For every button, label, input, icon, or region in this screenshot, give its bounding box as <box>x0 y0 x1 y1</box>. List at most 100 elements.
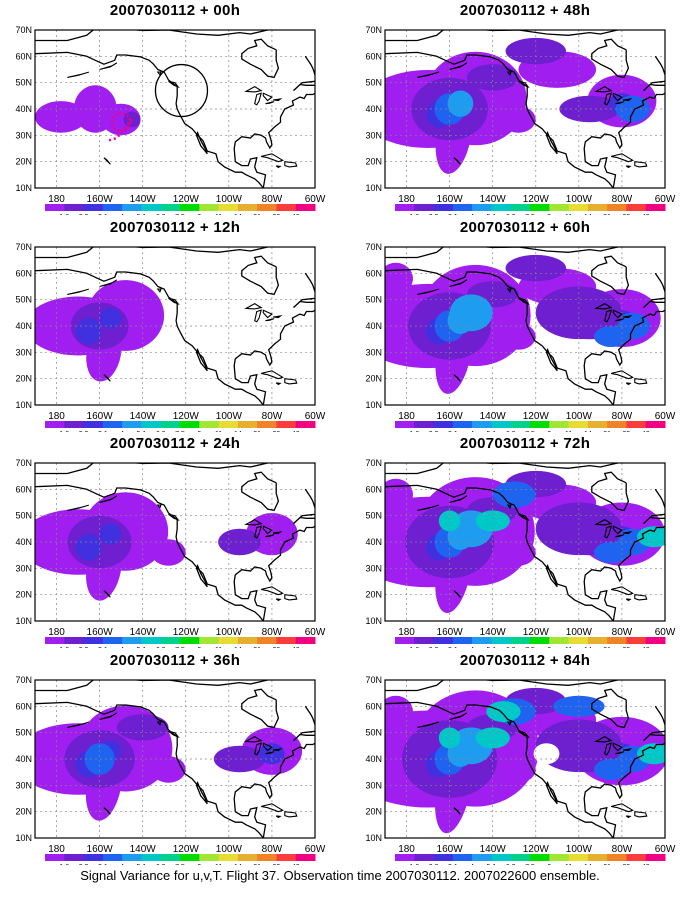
colorbar-label: 29 <box>273 431 281 432</box>
colorbar-swatch <box>433 637 454 644</box>
colorbar-label: 2.2 <box>429 431 439 432</box>
colorbar-label: 29 <box>623 431 631 432</box>
lat-tick-label: 50N <box>365 78 382 88</box>
colorbar-swatch <box>102 637 123 644</box>
colorbar-label: 40 <box>292 647 300 648</box>
lat-tick-label: 70N <box>15 25 32 35</box>
lon-tick-label: 100W <box>566 627 593 638</box>
colorbar-swatch <box>102 854 123 861</box>
lat-tick-label: 20N <box>365 590 382 600</box>
colorbar-label: 21 <box>603 647 611 648</box>
lat-tick-label: 40N <box>15 537 32 547</box>
map-panel: 70N 60N 50N 40N 30N 20N 10N 180 160W 140W 120W 100W… <box>350 650 700 865</box>
lon-tick-label: 180 <box>48 194 65 205</box>
lat-tick-label: 40N <box>15 321 32 331</box>
variance-field <box>35 463 315 621</box>
colorbar-swatch <box>180 421 200 428</box>
lat-tick-label: 70N <box>365 675 382 685</box>
map-panel-svg: 70N 60N 50N 40N 30N 20N 10N 180 160W 140W 120W 100W… <box>365 242 675 432</box>
colorbar-label: 2.2 <box>79 647 89 648</box>
lat-tick-label: 60N <box>365 484 382 494</box>
colorbar-swatch <box>102 204 123 211</box>
lat-tick-label: 70N <box>15 675 32 685</box>
colorbar-swatch <box>64 637 85 644</box>
colorbar-swatch <box>414 421 435 428</box>
lat-tick-label: 20N <box>365 807 382 817</box>
panel-title: 2007030112 + 60h <box>459 219 591 236</box>
lon-tick-label: 100W <box>216 844 243 855</box>
colorbar-label: 7.5 <box>175 647 185 648</box>
colorbar-swatch <box>587 421 608 428</box>
lon-tick-label: 140W <box>130 194 157 205</box>
panel-title: 2007030112 + 12h <box>109 219 241 236</box>
colorbar-label: 3.1 <box>448 214 458 215</box>
panel-title: 2007030112 + 36h <box>109 652 241 669</box>
colorbar-label: 29 <box>623 864 631 865</box>
colorbar-label: 21 <box>253 431 261 432</box>
colorbar-label: 5.1 <box>487 864 497 865</box>
colorbar-label: 29 <box>623 647 631 648</box>
colorbar-swatch <box>530 204 550 211</box>
lon-tick-label: 100W <box>566 411 593 422</box>
colorbar-label: 9 <box>197 864 201 865</box>
lon-tick-label: 120W <box>523 194 550 205</box>
map-panel: 70N 60N 50N 40N 30N 20N 10N 180 160W 140W 120W 100W… <box>350 217 700 432</box>
lat-tick-label: 70N <box>15 458 32 468</box>
map-panel-svg: 70N 60N 50N 40N 30N 20N 10N 180 160W 140W 120W 100W… <box>15 25 325 215</box>
colorbar-label: 5.1 <box>137 864 147 865</box>
colorbar-swatch <box>568 204 589 211</box>
colorbar-swatch <box>510 421 531 428</box>
colorbar-label: 1.6 <box>59 647 69 648</box>
lon-tick-label: 180 <box>48 411 65 422</box>
lon-tick-label: 60W <box>305 844 326 855</box>
colorbar-label: 2.2 <box>429 214 439 215</box>
colorbar-swatch <box>295 854 316 861</box>
colorbar-swatch <box>433 854 454 861</box>
colorbar-swatch <box>64 204 85 211</box>
lon-tick-label: 180 <box>398 844 415 855</box>
lat-tick-label: 70N <box>365 458 382 468</box>
variance-field <box>35 247 315 405</box>
lat-tick-label: 10N <box>15 183 32 193</box>
colorbar-label: 21 <box>253 214 261 215</box>
colorbar-label: 11 <box>565 647 572 648</box>
colorbar-swatch <box>607 854 627 861</box>
lon-tick-label: 160W <box>437 844 464 855</box>
colorbar-swatch <box>237 637 258 644</box>
lon-tick-label: 80W <box>612 411 633 422</box>
colorbar-label: 4 <box>470 647 474 648</box>
colorbar-label: 9 <box>547 647 551 648</box>
variance-field <box>385 247 665 405</box>
colorbar-swatch <box>549 637 570 644</box>
lon-tick-label: 120W <box>523 627 550 638</box>
colorbar-swatch <box>141 204 162 211</box>
colorbar-swatch <box>549 204 570 211</box>
colorbar-label: 11 <box>215 864 222 865</box>
colorbar-label: 7.5 <box>525 431 535 432</box>
lat-tick-label: 60N <box>365 701 382 711</box>
colorbar-swatch <box>257 637 277 644</box>
colorbar-swatch <box>276 204 297 211</box>
colorbar-swatch <box>530 637 550 644</box>
lat-tick-label: 70N <box>365 25 382 35</box>
colorbar-label: 3.1 <box>448 431 458 432</box>
map-panel-svg: 70N 60N 50N 40N 30N 20N 10N 180 160W 140W 120W 100W… <box>365 25 675 215</box>
colorbar-label: 40 <box>642 214 650 215</box>
lat-tick-label: 40N <box>15 754 32 764</box>
lat-tick-label: 50N <box>365 728 382 738</box>
lon-tick-label: 180 <box>48 844 65 855</box>
colorbar-swatch <box>587 204 608 211</box>
figure-caption: Signal Variance for u,v,T. Flight 37. Ob… <box>80 868 600 883</box>
lat-tick-label: 60N <box>365 51 382 61</box>
colorbar-swatch <box>491 637 512 644</box>
colorbar-swatch <box>452 421 473 428</box>
lat-tick-label: 30N <box>15 347 32 357</box>
colorbar-swatch <box>83 637 104 644</box>
colorbar-swatch <box>257 854 277 861</box>
map-panel: 70N 60N 50N 40N 30N 20N 10N 180 160W 140W 120W 100W… <box>350 0 700 215</box>
coastline <box>385 680 665 838</box>
colorbar-swatch <box>452 637 473 644</box>
lat-tick-label: 10N <box>365 616 382 626</box>
lat-tick-label: 30N <box>365 780 382 790</box>
colorbar-label: 21 <box>253 864 261 865</box>
